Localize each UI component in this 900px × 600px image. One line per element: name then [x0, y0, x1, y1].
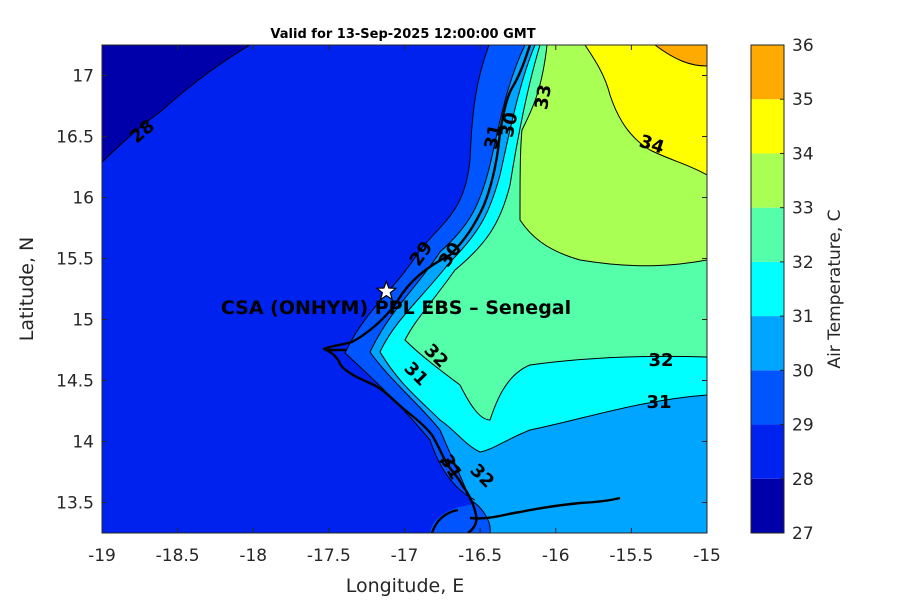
colorbar-tick-label: 35 — [792, 90, 814, 110]
x-tick-label: -19 — [88, 546, 116, 566]
colorbar-swatch — [751, 153, 784, 208]
map-plot-area: CSA (ONHYM) PPL EBS – Senegal 28 29 30 3… — [101, 44, 708, 534]
y-tick-label: 16.5 — [56, 128, 94, 148]
coastline — [322, 45, 621, 533]
site-marker-star-icon — [375, 279, 398, 301]
colorbar — [750, 44, 785, 534]
y-axis-ticks: 13.5 14 14.5 15 15.5 16 16.5 17 — [56, 67, 707, 514]
colorbar-swatch — [751, 45, 784, 100]
contour-lines — [102, 45, 707, 533]
x-axis-label: Longitude, E — [346, 575, 465, 597]
colorbar-label: Air Temperature, C — [825, 209, 845, 368]
y-tick-label: 13.5 — [56, 494, 94, 514]
colorbar-swatch — [751, 316, 784, 371]
temp-region-35 — [655, 45, 707, 66]
y-tick-label: 14.5 — [56, 372, 94, 392]
colorbar-tick-label: 32 — [792, 253, 814, 273]
colorbar-swatch — [751, 261, 784, 317]
contour-label: 32 — [648, 350, 673, 371]
colorbar-swatch — [751, 370, 784, 425]
contour-label: 33 — [531, 83, 556, 111]
x-tick-label: -18 — [239, 546, 267, 566]
x-tick-label: -18.5 — [156, 546, 200, 566]
y-tick-label: 15 — [72, 311, 94, 331]
colorbar-tick-label: 36 — [792, 36, 814, 56]
temp-region-27 — [102, 45, 250, 162]
colorbar-tick-label: 27 — [792, 524, 814, 544]
x-axis-ticks: -19 -18.5 -18 -17.5 -17 -16.5 -16 -15.5 -15 — [88, 45, 721, 566]
site-label: CSA (ONHYM) PPL EBS – Senegal — [221, 297, 571, 319]
colorbar-swatch — [751, 424, 784, 479]
x-tick-label: -16 — [542, 546, 570, 566]
colorbar-tick-label: 28 — [792, 470, 814, 490]
temp-region-34 — [585, 45, 707, 175]
colorbar-tick-label: 30 — [792, 361, 814, 381]
y-tick-label: 17 — [72, 67, 94, 87]
colorbar-tick-label: 31 — [792, 307, 814, 327]
y-tick-label: 15.5 — [56, 250, 94, 270]
contour-label: 31 — [481, 122, 507, 151]
y-axis-label: Latitude, N — [16, 237, 38, 342]
x-tick-label: -17 — [391, 546, 419, 566]
colorbar-tick-label: 34 — [792, 144, 814, 164]
map-title: Valid for 13-Sep-2025 12:00:00 GMT — [270, 27, 535, 42]
contour-label: 30 — [497, 110, 523, 139]
colorbar-swatch — [751, 99, 784, 154]
colorbar-frame — [750, 44, 785, 534]
y-tick-label: 16 — [72, 189, 94, 209]
x-tick-label: -16.5 — [458, 546, 502, 566]
colorbar-tick-label: 29 — [792, 416, 814, 436]
colorbar-swatch — [751, 207, 784, 262]
colorbar-swatch — [751, 478, 784, 533]
colorbar-ticks: 27 28 29 30 31 32 33 34 35 36 — [780, 36, 814, 544]
colorbar-tick-label: 33 — [792, 199, 814, 219]
x-tick-label: -15.5 — [609, 546, 653, 566]
x-tick-label: -15 — [693, 546, 721, 566]
x-tick-label: -17.5 — [307, 546, 351, 566]
y-tick-label: 14 — [72, 433, 94, 453]
contour-label: 31 — [646, 392, 671, 413]
